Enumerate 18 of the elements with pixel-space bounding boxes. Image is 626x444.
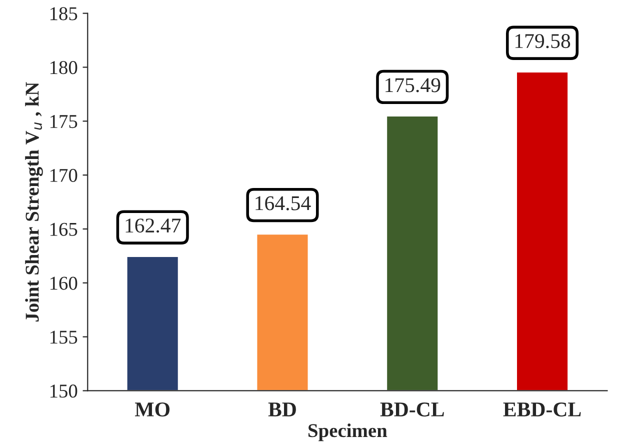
y-tick-label: 170 <box>50 168 78 182</box>
y-tick-label: 175 <box>50 115 78 128</box>
data-label: 162.47 <box>126 218 181 233</box>
y-tick-label: 155 <box>50 330 78 344</box>
x-tick-label: BD-CL <box>380 402 444 416</box>
data-label: 175.49 <box>386 78 440 92</box>
x-tick-label: MO <box>135 402 170 416</box>
x-axis-title: Specimen <box>308 424 388 442</box>
y-tick-label: 150 <box>50 384 78 398</box>
y-tick-label: 165 <box>50 222 78 236</box>
y-tick-label: 180 <box>50 61 78 74</box>
y-tick-label: 160 <box>50 276 78 290</box>
y-tick-label: 185 <box>50 7 78 20</box>
data-label: 164.54 <box>256 196 311 210</box>
x-tick-label: BD <box>268 402 296 416</box>
data-label: 179.58 <box>515 34 570 48</box>
y-axis-title: Joint Shear Strength V$_{u}$ , kN <box>25 82 43 322</box>
x-tick-label: EBD-CL <box>503 402 581 416</box>
